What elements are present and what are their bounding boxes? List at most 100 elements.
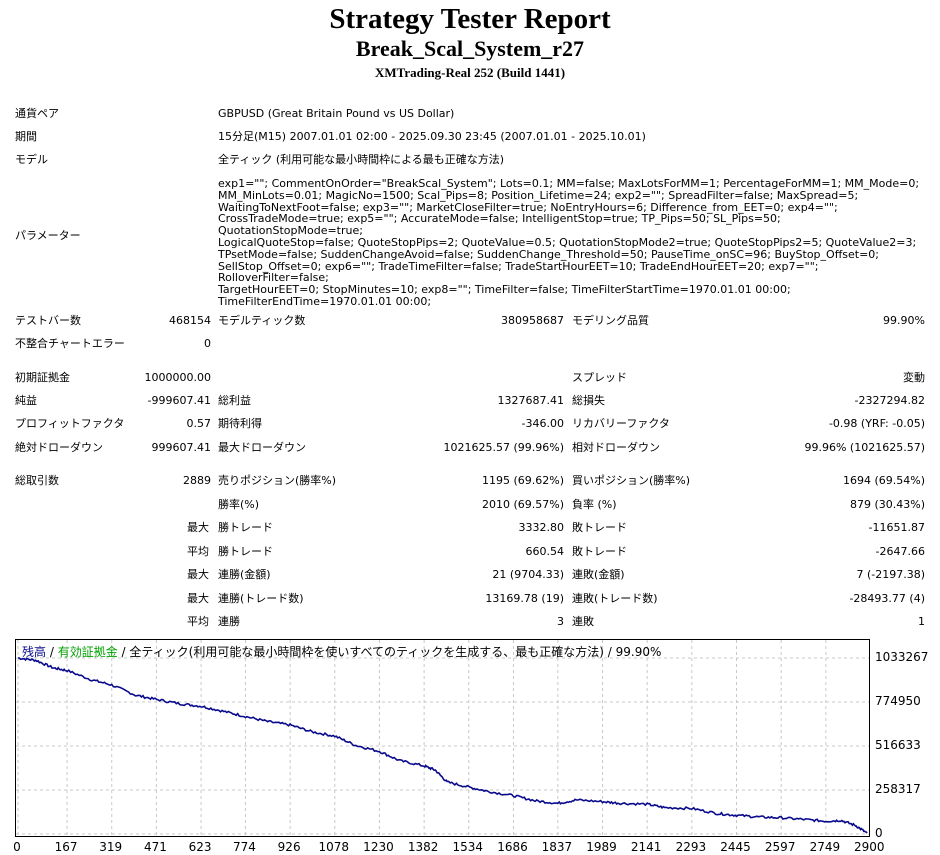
avg-prefix: 平均 bbox=[187, 615, 209, 628]
max-dd-value: 1021625.57 (99.96%) bbox=[443, 441, 564, 454]
spread-value: 変動 bbox=[903, 371, 925, 384]
legend-sep: / bbox=[603, 645, 616, 659]
max-consec-lossamt-label: 連敗(トレード数) bbox=[572, 592, 658, 605]
y-tick-label: 774950 bbox=[875, 694, 921, 708]
rel-dd-label: 相対ドローダウン bbox=[572, 441, 660, 454]
symbol-value: GBPUSD (Great Britain Pound vs US Dollar… bbox=[218, 107, 455, 120]
bars-value: 468154 bbox=[169, 314, 211, 327]
avg-loss-value: -2647.66 bbox=[875, 545, 925, 558]
max-dd-label: 最大ドローダウン bbox=[218, 441, 306, 454]
abs-dd-value: 999607.41 bbox=[151, 441, 212, 454]
avg-consec-win-value: 3 bbox=[557, 615, 564, 628]
mismatch-value: 0 bbox=[204, 337, 211, 350]
pf-value: 0.57 bbox=[186, 417, 212, 430]
max-consec-win-label: 連勝(金額) bbox=[218, 568, 271, 581]
max-consec-win-value: 21 (9704.33) bbox=[492, 568, 564, 581]
avg-consec-win-label: 連勝 bbox=[218, 615, 240, 628]
expected-label: 期待利得 bbox=[218, 417, 262, 430]
quality-label: モデリング品質 bbox=[572, 314, 649, 327]
model-value: 全ティック (利用可能な最小時間枠による最も正確な方法) bbox=[218, 153, 505, 166]
max-consec-profit-label: 連勝(トレード数) bbox=[218, 592, 304, 605]
trades-value: 2889 bbox=[183, 474, 211, 487]
x-tick-label: 623 bbox=[188, 840, 212, 854]
largest-loss-value: -11651.87 bbox=[868, 521, 925, 534]
deposit-value: 1000000.00 bbox=[144, 371, 211, 384]
legend-sep: / bbox=[46, 645, 58, 659]
gross-profit-label: 総利益 bbox=[218, 394, 251, 407]
max-consec-loss-label: 連敗(金額) bbox=[572, 568, 625, 581]
largest-loss-label: 敗トレード bbox=[572, 521, 627, 534]
deposit-label: 初期証拠金 bbox=[15, 371, 70, 384]
model-label: モデル bbox=[15, 153, 48, 166]
y-tick-label: 258317 bbox=[875, 781, 921, 796]
avg-win-label: 勝トレード bbox=[218, 545, 273, 558]
largest-win-value: 3332.80 bbox=[518, 521, 565, 534]
quality-value: 99.90% bbox=[883, 314, 925, 327]
y-tick-label: 1033267 bbox=[875, 650, 929, 664]
legend-sep: / bbox=[117, 645, 130, 659]
recovery-label: リカバリーファクタ bbox=[572, 417, 670, 430]
max-consec-lossamt-value: -28493.77 (4) bbox=[849, 592, 925, 605]
ea-name: Break_Scal_System_r27 bbox=[355, 36, 585, 61]
mismatch-label: 不整合チャートエラー bbox=[15, 337, 125, 350]
legend-quality: 99.90% bbox=[615, 645, 662, 659]
params-label: パラメーター bbox=[15, 229, 81, 242]
x-tick-label: 1837 bbox=[541, 840, 573, 854]
x-tick-label: 319 bbox=[99, 840, 123, 854]
gross-profit-value: 1327687.41 bbox=[497, 394, 564, 407]
period-label: 期間 bbox=[15, 130, 37, 143]
bars-label: テストバー数 bbox=[15, 314, 81, 327]
recovery-value: -0.98 (YRF: -0.05) bbox=[828, 417, 925, 430]
x-tick-label: 774 bbox=[233, 840, 256, 854]
legend-balance: 残高 bbox=[22, 645, 47, 659]
x-tick-label: 2445 bbox=[720, 840, 751, 854]
x-tick-label: 2749 bbox=[809, 840, 841, 854]
x-tick-label: 1989 bbox=[586, 840, 617, 854]
spread-label: スプレッド bbox=[572, 371, 627, 384]
x-tick-label: 1230 bbox=[363, 840, 394, 854]
server-build: XMTrading-Real 252 (Build 1441) bbox=[374, 65, 566, 80]
x-tick-label: 2597 bbox=[764, 840, 796, 854]
gross-loss-label: 総損失 bbox=[572, 394, 605, 407]
chart-legend: 残高 / 有効証拠金 / 全ティック(利用可能な最小時間枠を使いすべてのティック… bbox=[22, 645, 661, 660]
ticks-label: モデルティック数 bbox=[218, 314, 306, 327]
trades-label: 総取引数 bbox=[15, 474, 59, 487]
avg-win-value: 660.54 bbox=[525, 545, 565, 558]
balance-chart bbox=[15, 639, 870, 837]
legend-equity: 有効証拠金 bbox=[57, 645, 118, 659]
long-label: 買いポジション(勝率%) bbox=[572, 474, 691, 487]
x-tick-label: 1382 bbox=[407, 840, 439, 854]
x-tick-label: 1534 bbox=[452, 840, 484, 854]
balance-chart-svg bbox=[16, 640, 869, 836]
x-tick-label: 2900 bbox=[853, 840, 885, 854]
series-line-balance bbox=[18, 657, 868, 834]
x-tick-label: 2141 bbox=[630, 840, 662, 854]
max-prefix: 最大 bbox=[187, 521, 209, 534]
x-tick-label: 471 bbox=[143, 840, 167, 854]
expected-value: -346.00 bbox=[521, 417, 564, 430]
max-consec-loss-value: 7 (-2197.38) bbox=[856, 568, 925, 581]
y-tick-label: 0 bbox=[875, 826, 883, 840]
short-value: 1195 (69.62%) bbox=[481, 474, 564, 487]
lossrate-value: 879 (30.43%) bbox=[849, 498, 925, 511]
pf-label: プロフィットファクタ bbox=[15, 417, 125, 430]
max-consec-profit-value: 13169.78 (19) bbox=[485, 592, 564, 605]
lossrate-label: 負率 (%) bbox=[572, 498, 617, 511]
x-tick-label: 2293 bbox=[675, 840, 707, 854]
x-tick-label: 167 bbox=[54, 840, 78, 854]
avg-loss-label: 敗トレード bbox=[572, 545, 627, 558]
max-prefix: 最大 bbox=[187, 568, 209, 581]
max-prefix: 最大 bbox=[187, 592, 209, 605]
x-tick-label: 1686 bbox=[497, 840, 528, 854]
avg-prefix: 平均 bbox=[187, 545, 209, 558]
avg-consec-loss-value: 1 bbox=[918, 615, 925, 628]
report-title: Strategy Tester Report bbox=[329, 3, 611, 35]
symbol-label: 通貨ペア bbox=[15, 107, 59, 120]
legend-model: 全ティック(利用可能な最小時間枠を使いすべてのティックを生成する、最も正確な方法… bbox=[129, 645, 604, 659]
x-tick-label: 1078 bbox=[318, 840, 350, 854]
gross-loss-value: -2327294.82 bbox=[854, 394, 925, 407]
rel-dd-value: 99.96% (1021625.57) bbox=[804, 441, 925, 454]
largest-win-label: 勝トレード bbox=[218, 521, 273, 534]
abs-dd-label: 絶対ドローダウン bbox=[15, 441, 103, 454]
winrate-value: 2010 (69.57%) bbox=[481, 498, 564, 511]
